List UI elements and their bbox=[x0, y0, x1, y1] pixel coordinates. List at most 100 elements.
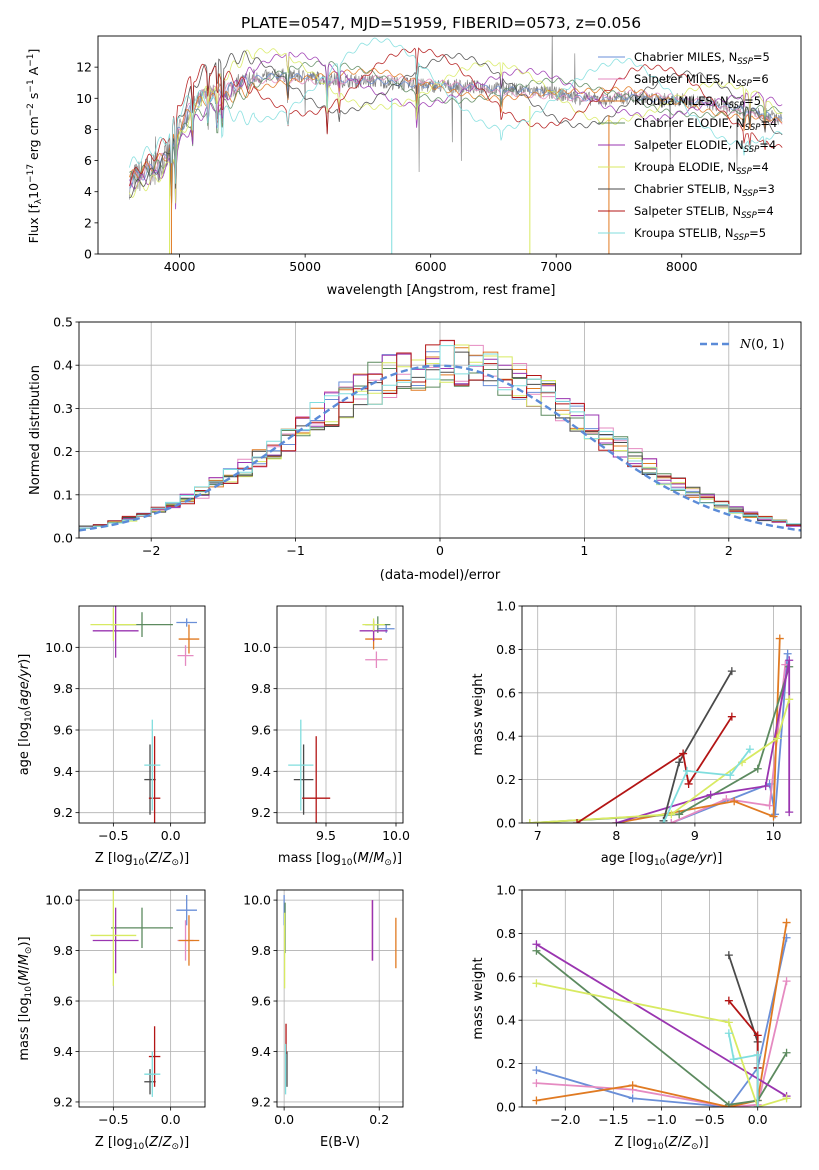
legend-entry-kroupa-miles: Kroupa MILES, NSSP=5 bbox=[634, 94, 761, 111]
x-tick-label: 0.2 bbox=[369, 1112, 389, 1127]
weight-marker-salpeter-miles bbox=[667, 819, 676, 823]
label-part: 10 bbox=[24, 710, 34, 722]
legend-entry-salpeter-miles: Salpeter MILES, NSSP=6 bbox=[634, 72, 769, 89]
y-tick-label: 1.0 bbox=[496, 599, 516, 614]
weight-marker-kroupa-stelib bbox=[729, 1055, 738, 1064]
x-tick-label: 2 bbox=[725, 543, 733, 558]
label-part: =4 bbox=[760, 116, 777, 130]
axes-frame bbox=[521, 605, 802, 824]
y-axis-label: mass [log10(M/M⊙)] bbox=[17, 936, 34, 1060]
weight-marker-chabrier-elodie bbox=[753, 764, 762, 773]
weight-marker-chabrier-miles bbox=[532, 1066, 541, 1075]
weight-marker-salpeter-miles bbox=[532, 1079, 541, 1088]
label-part: Kroupa STELIB, N bbox=[634, 226, 734, 240]
y-tick-label: 0.5 bbox=[53, 315, 73, 330]
label-part: s bbox=[26, 93, 41, 104]
y-axis-label: mass weight bbox=[471, 957, 486, 1039]
label-part: age/yr bbox=[670, 851, 713, 866]
label-part: M bbox=[17, 954, 32, 965]
x-tick-label: −0.5 bbox=[694, 1112, 724, 1127]
label-part: / bbox=[158, 1135, 163, 1150]
weight-marker-kroupa-stelib bbox=[753, 1103, 762, 1107]
x-tick-label: 10.0 bbox=[382, 828, 410, 843]
y-tick-label: 10.0 bbox=[45, 640, 73, 655]
model-spectrum-kroupa-miles bbox=[129, 68, 783, 194]
x-axis-label: wavelength [Angstrom, rest frame] bbox=[327, 283, 556, 298]
weight-marker-kroupa-stelib bbox=[683, 766, 692, 775]
label-part: ( bbox=[353, 851, 358, 866]
weight-line-salpeter-stelib bbox=[576, 716, 733, 823]
label-part: )] bbox=[712, 851, 722, 866]
label-part: ⊙ bbox=[171, 858, 179, 868]
legend-entry-chabrier-stelib: Chabrier STELIB, NSSP=3 bbox=[634, 182, 775, 199]
label-part: age/yr bbox=[17, 662, 32, 705]
label-part: Chabrier MILES, N bbox=[634, 50, 737, 64]
label-part: ( bbox=[665, 851, 670, 866]
mass-vs-ebv-panel: 0.0 0.2 9.2 9.4 9.6 9.8 10.0 E(B-V) bbox=[243, 889, 404, 1150]
x-tick-label: 0.0 bbox=[274, 1112, 294, 1127]
x-tick-label: 9 bbox=[691, 828, 699, 843]
label-part: Z bbox=[162, 1135, 173, 1150]
weight-marker-salpeter-stelib bbox=[727, 712, 736, 721]
y-tick-label: 9.6 bbox=[53, 723, 73, 738]
model-spectrum-salpeter-elodie bbox=[129, 51, 783, 210]
weight-marker-kroupa-elodie bbox=[773, 734, 782, 743]
label-part: 10 bbox=[26, 183, 41, 199]
weight-marker-chabrier-miles bbox=[783, 649, 792, 658]
y-tick-label: 9.6 bbox=[251, 994, 271, 1009]
histogram-salpeter-stelib bbox=[79, 339, 801, 529]
axes-frame bbox=[521, 889, 802, 1108]
weight-line-salpeter-miles bbox=[536, 980, 788, 1107]
y-tick-label: 9.2 bbox=[53, 1094, 73, 1109]
residuals-panel: −2 −1 0 1 2 0.0 0.1 0.2 0.3 0.4 0.5 (data-model)/er… bbox=[28, 315, 802, 583]
weight-marker-salpeter-miles bbox=[722, 795, 731, 804]
y-axis-label: Flux [fλ10−17 erg cm−2 s−1 A−1] bbox=[26, 49, 44, 244]
weight-marker-kroupa-elodie bbox=[785, 695, 794, 704]
label-part: ⊙ bbox=[24, 947, 34, 955]
x-tick-label: −0.5 bbox=[98, 1112, 128, 1127]
weight-marker-salpeter-elodie bbox=[785, 656, 794, 665]
weight-marker-chabrier-stelib bbox=[727, 667, 736, 676]
label-part: )] bbox=[179, 1135, 189, 1150]
x-tick-label: 0.0 bbox=[748, 1112, 768, 1127]
histogram-chabrier-elodie bbox=[79, 361, 801, 527]
weight-marker-salpeter-elodie bbox=[761, 782, 770, 791]
x-tick-label: −1.5 bbox=[598, 1112, 628, 1127]
plot-area bbox=[129, 36, 783, 254]
label-part: (0, 1) bbox=[751, 336, 785, 351]
y-tick-label: 9.2 bbox=[251, 805, 271, 820]
weight-marker-salpeter-elodie bbox=[532, 940, 541, 949]
y-tick-label: 0.4 bbox=[496, 1013, 516, 1028]
y-tick-label: 9.6 bbox=[251, 723, 271, 738]
y-tick-label: 10.0 bbox=[243, 640, 271, 655]
x-tick-label: 9.5 bbox=[316, 828, 336, 843]
weight-marker-kroupa-elodie bbox=[667, 810, 676, 819]
y-tick-label: 0 bbox=[84, 247, 92, 262]
weight-marker-chabrier-elodie bbox=[782, 1048, 791, 1057]
weight-marker-salpeter-stelib bbox=[724, 996, 733, 1005]
x-axis-label: age [log10(age/yr)] bbox=[601, 851, 723, 868]
label-part: 10 bbox=[133, 858, 145, 868]
label-part: Chabrier ELODIE, N bbox=[634, 116, 745, 130]
y-tick-label: 9.8 bbox=[251, 943, 271, 958]
weight-marker-salpeter-stelib bbox=[573, 819, 582, 823]
label-part: 10 bbox=[652, 1142, 664, 1152]
plot-area bbox=[283, 895, 397, 1095]
weight-marker-kroupa-miles bbox=[769, 812, 778, 821]
weight-line-kroupa-miles bbox=[536, 922, 788, 1107]
label-part: 10 bbox=[654, 858, 666, 868]
label-part: −17 bbox=[26, 164, 36, 183]
x-axis-label: E(B-V) bbox=[320, 1135, 360, 1150]
label-part: =4 bbox=[759, 138, 776, 152]
label-part: =3 bbox=[758, 182, 775, 196]
x-axis-label: mass [log10(M/M⊙)] bbox=[278, 851, 402, 868]
label-part: )] bbox=[699, 1135, 709, 1150]
model-spectrum-chabrier-elodie bbox=[129, 60, 783, 204]
x-tick-label: 7000 bbox=[540, 259, 572, 274]
x-tick-label: 0.0 bbox=[161, 1112, 181, 1127]
y-tick-label: 0.8 bbox=[496, 642, 516, 657]
label-part: Kroupa ELODIE, N bbox=[634, 160, 736, 174]
plot-area bbox=[90, 890, 200, 1097]
